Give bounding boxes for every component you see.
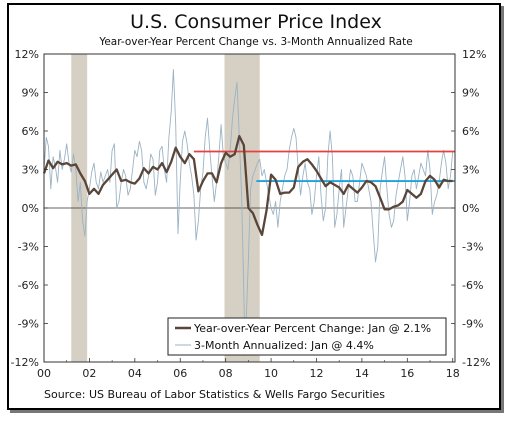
y-right-tick-label: 9% (462, 87, 479, 100)
x-tick-label: 16 (400, 367, 414, 380)
series-line-3m-annualized (43, 68, 454, 357)
y-right-tick-label: -3% (462, 241, 483, 254)
y-left-tick-label: 12% (15, 48, 39, 61)
y-right-tick-label: 3% (462, 164, 479, 177)
series-yoy-group (42, 134, 453, 237)
legend-label-3m: 3-Month Annualized: Jan @ 4.4% (194, 339, 374, 352)
y-axis-right: 12% 9% 6% 3% 0% -3% -6% -9% -12% (451, 48, 490, 369)
reference-lines (193, 150, 455, 182)
y-left-tick-label: 6% (22, 125, 39, 138)
y-left-tick-label: -12% (11, 356, 39, 369)
x-tick-label: 04 (128, 367, 142, 380)
y-right-tick-label: -9% (462, 318, 483, 331)
x-tick-label: 10 (264, 367, 278, 380)
x-tick-label: 12 (309, 367, 323, 380)
y-right-tick-label: 6% (462, 125, 479, 138)
y-left-tick-label: 3% (22, 164, 39, 177)
y-right-tick-label: 12% (462, 48, 486, 61)
legend: Year-over-Year Percent Change: Jan @ 2.1… (167, 317, 447, 356)
y-right-tick-label: 0% (462, 202, 479, 215)
y-left-tick-label: -3% (18, 241, 39, 254)
series-line-yoy (42, 134, 453, 237)
chart-title: U.S. Consumer Price Index (130, 11, 382, 33)
x-axis: 00 02 04 06 08 10 12 14 16 18 (37, 358, 460, 380)
y-left-tick-label: 0% (22, 202, 39, 215)
y-left-tick-label: 9% (22, 87, 39, 100)
x-tick-label: 00 (37, 367, 51, 380)
x-tick-label: 14 (355, 367, 369, 380)
x-tick-label: 02 (82, 367, 96, 380)
x-tick-label: 18 (446, 367, 460, 380)
y-axis-left: 12% 9% 6% 3% 0% -3% -6% -9% -12% (11, 48, 48, 369)
series-3m-annualized-group (43, 68, 454, 357)
legend-box (167, 317, 447, 356)
chart-subtitle: Year-over-Year Percent Change vs. 3-Mont… (98, 36, 412, 48)
y-left-tick-label: -9% (18, 318, 39, 331)
y-right-tick-label: -12% (462, 356, 490, 369)
x-tick-label: 06 (173, 367, 187, 380)
chart-source: Source: US Bureau of Labor Statistics & … (44, 388, 385, 401)
x-tick-label: 08 (219, 367, 233, 380)
y-left-tick-label: -6% (18, 279, 39, 292)
y-right-tick-label: -6% (462, 279, 483, 292)
legend-label-yoy: Year-over-Year Percent Change: Jan @ 2.1… (193, 322, 431, 335)
